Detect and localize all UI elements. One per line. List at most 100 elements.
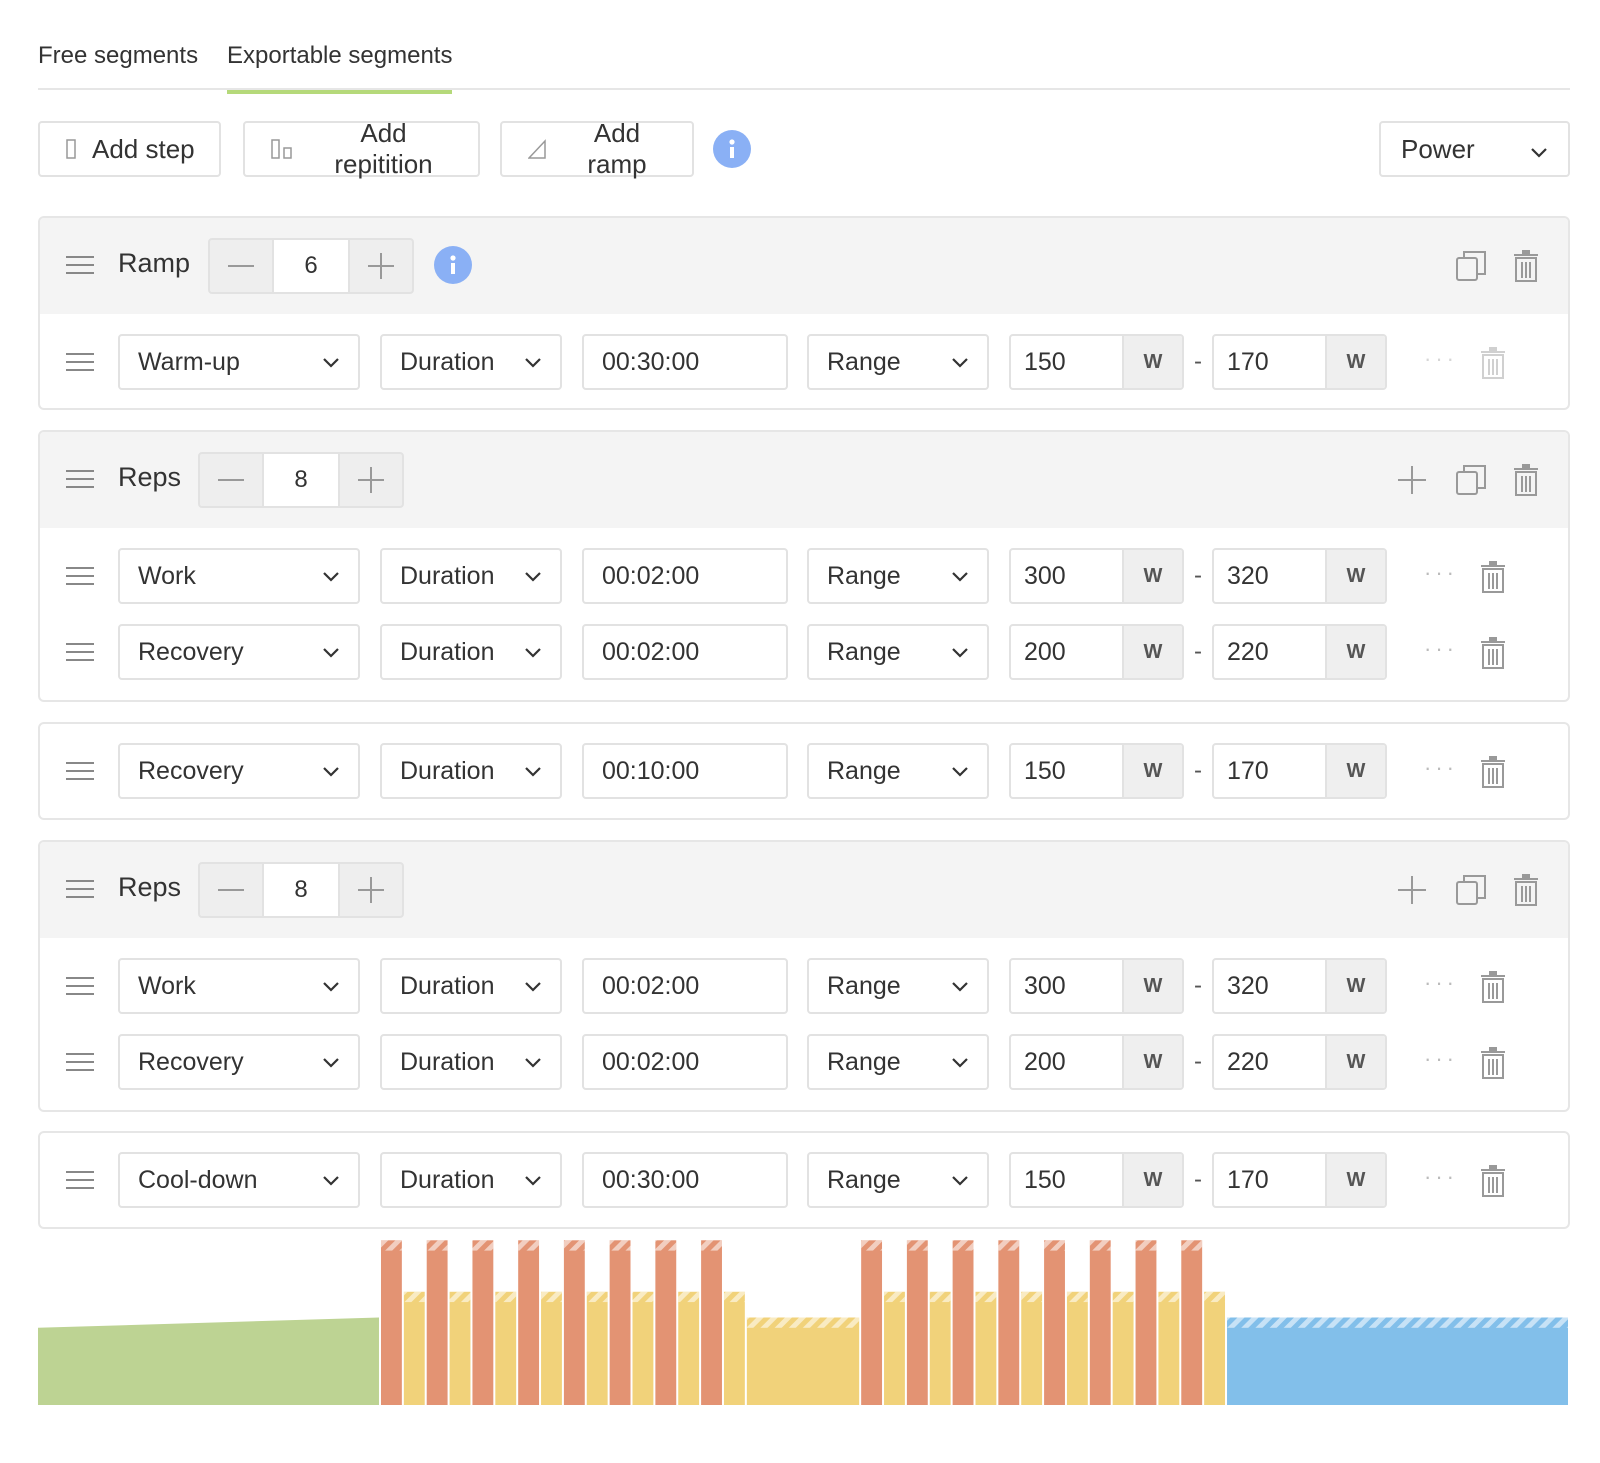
low-power-input[interactable]: 300 W [1009, 958, 1184, 1014]
drag-handle-icon[interactable] [66, 567, 94, 585]
mode-select[interactable]: Duration [380, 1152, 562, 1208]
plus-icon[interactable] [340, 454, 402, 506]
duplicate-icon[interactable] [1456, 250, 1486, 282]
high-power-input[interactable]: 320 W [1212, 958, 1387, 1014]
mode-select[interactable]: Duration [380, 548, 562, 604]
mode-select[interactable]: Duration [380, 624, 562, 680]
more-options-icon[interactable]: ··· [1424, 970, 1458, 995]
drag-handle-icon[interactable] [66, 1053, 94, 1071]
trash-icon[interactable] [1480, 561, 1506, 598]
count-value[interactable]: 8 [262, 864, 340, 916]
drag-handle-icon[interactable] [66, 643, 94, 661]
trash-icon[interactable] [1480, 1165, 1506, 1202]
time-input[interactable]: 00:02:00 [582, 624, 788, 680]
step-type-select[interactable]: Recovery [118, 743, 360, 799]
step-type-select[interactable]: Recovery [118, 1034, 360, 1090]
profile-range-band [1066, 1291, 1088, 1303]
mode-select[interactable]: Duration [380, 743, 562, 799]
count-value[interactable]: 8 [262, 454, 340, 506]
chevron-down-icon [323, 982, 339, 992]
drag-handle-icon[interactable] [66, 470, 94, 488]
step-type-select[interactable]: Cool-down [118, 1152, 360, 1208]
mode-select[interactable]: Duration [380, 334, 562, 390]
target-select[interactable]: Range [807, 334, 989, 390]
low-power-input[interactable]: 200 W [1009, 624, 1184, 680]
add-icon[interactable] [1398, 466, 1426, 494]
low-power-value: 300 [1024, 971, 1066, 1000]
drag-handle-icon[interactable] [66, 762, 94, 780]
high-power-input[interactable]: 170 W [1212, 743, 1387, 799]
mode-select[interactable]: Duration [380, 958, 562, 1014]
trash-icon[interactable] [1480, 756, 1506, 793]
reps-block: Reps 8 Work Duration 00:02:00 Range 300 W… [38, 840, 1570, 1112]
minus-icon[interactable] [200, 864, 262, 916]
more-options-icon[interactable]: ··· [1424, 1046, 1458, 1071]
duplicate-icon[interactable] [1456, 874, 1486, 906]
add-icon[interactable] [1398, 876, 1426, 904]
drag-handle-icon[interactable] [66, 1171, 94, 1189]
time-input[interactable]: 00:02:00 [582, 548, 788, 604]
target-select[interactable]: Range [807, 624, 989, 680]
time-input[interactable]: 00:02:00 [582, 1034, 788, 1090]
low-power-input[interactable]: 300 W [1009, 548, 1184, 604]
time-value: 00:10:00 [602, 756, 700, 785]
add-step-button[interactable]: Add step [38, 121, 221, 177]
metric-select[interactable]: Power [1379, 121, 1570, 177]
low-power-input[interactable]: 150 W [1009, 1152, 1184, 1208]
plus-icon[interactable] [350, 240, 412, 292]
target-select[interactable]: Range [807, 743, 989, 799]
trash-icon[interactable] [1513, 464, 1539, 496]
high-power-input[interactable]: 320 W [1212, 548, 1387, 604]
trash-icon[interactable] [1513, 250, 1539, 282]
profile-segment-work [1044, 1240, 1065, 1405]
drag-handle-icon[interactable] [66, 256, 94, 274]
low-power-input[interactable]: 150 W [1009, 334, 1184, 390]
minus-icon[interactable] [200, 454, 262, 506]
high-power-input[interactable]: 220 W [1212, 1034, 1387, 1090]
low-power-input[interactable]: 200 W [1009, 1034, 1184, 1090]
more-options-icon[interactable]: ··· [1424, 755, 1458, 780]
trash-icon[interactable] [1480, 347, 1506, 384]
drag-handle-icon[interactable] [66, 353, 94, 371]
trash-icon[interactable] [1513, 874, 1539, 906]
chevron-down-icon [323, 572, 339, 582]
step-type-select[interactable]: Work [118, 958, 360, 1014]
plus-icon[interactable] [340, 864, 402, 916]
time-input[interactable]: 00:30:00 [582, 334, 788, 390]
step-type-select[interactable]: Warm-up [118, 334, 360, 390]
minus-icon[interactable] [210, 240, 272, 292]
info-icon[interactable] [713, 130, 751, 168]
target-select[interactable]: Range [807, 1034, 989, 1090]
mode-select[interactable]: Duration [380, 1034, 562, 1090]
drag-handle-icon[interactable] [66, 880, 94, 898]
high-power-input[interactable]: 170 W [1212, 1152, 1387, 1208]
time-input[interactable]: 00:30:00 [582, 1152, 788, 1208]
more-options-icon[interactable]: ··· [1424, 1164, 1458, 1189]
time-input[interactable]: 00:10:00 [582, 743, 788, 799]
add-repetition-button[interactable]: Add repitition [243, 118, 480, 179]
profile-segment-warmup [38, 1317, 379, 1405]
time-input[interactable]: 00:02:00 [582, 958, 788, 1014]
tab-free-segments[interactable]: Free segments [38, 42, 199, 69]
trash-icon[interactable] [1480, 637, 1506, 674]
trash-icon[interactable] [1480, 1047, 1506, 1084]
target-select[interactable]: Range [807, 548, 989, 604]
low-power-input[interactable]: 150 W [1009, 743, 1184, 799]
target-select[interactable]: Range [807, 958, 989, 1014]
chevron-down-icon [952, 1176, 968, 1186]
more-options-icon[interactable]: ··· [1424, 560, 1458, 585]
high-power-input[interactable]: 170 W [1212, 334, 1387, 390]
more-options-icon[interactable]: ··· [1424, 346, 1458, 371]
high-power-input[interactable]: 220 W [1212, 624, 1387, 680]
target-select[interactable]: Range [807, 1152, 989, 1208]
count-value[interactable]: 6 [272, 240, 350, 292]
trash-icon[interactable] [1480, 971, 1506, 1008]
tab-exportable-segments[interactable]: Exportable segments [227, 42, 453, 94]
more-options-icon[interactable]: ··· [1424, 636, 1458, 661]
info-icon[interactable] [434, 246, 472, 284]
duplicate-icon[interactable] [1456, 464, 1486, 496]
step-type-select[interactable]: Recovery [118, 624, 360, 680]
add-ramp-button[interactable]: Add ramp [500, 118, 694, 179]
drag-handle-icon[interactable] [66, 977, 94, 995]
step-type-select[interactable]: Work [118, 548, 360, 604]
